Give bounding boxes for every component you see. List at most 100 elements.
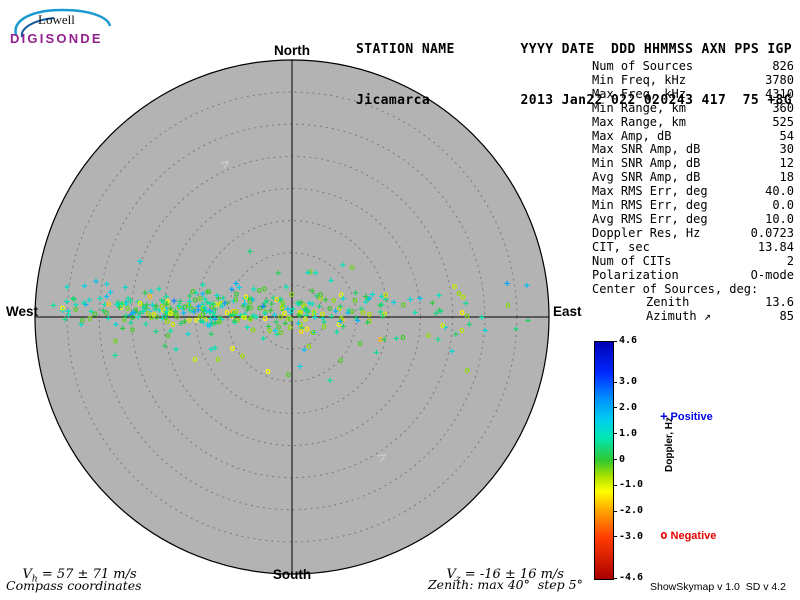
source-point: o	[338, 291, 343, 301]
source-point: o	[165, 297, 170, 307]
source-point: +	[222, 298, 228, 309]
source-point: o	[257, 286, 262, 296]
source-point: +	[198, 316, 204, 327]
source-point: o	[349, 263, 354, 273]
source-point: +	[146, 307, 152, 318]
source-point: o	[133, 305, 138, 315]
source-point: +	[171, 296, 177, 307]
source-point: +	[282, 319, 288, 330]
coordinate-system-note: Compass coordinates	[6, 578, 142, 593]
source-point: o	[233, 295, 238, 305]
source-point: o	[352, 296, 357, 306]
source-point: +	[296, 299, 302, 310]
source-point: +	[366, 294, 372, 305]
source-point: +	[181, 316, 187, 327]
source-point: +	[230, 310, 236, 321]
source-point: +	[214, 291, 220, 302]
source-point: +	[337, 302, 343, 313]
source-point: +	[305, 267, 311, 278]
source-point: o	[338, 314, 343, 324]
source-point: +	[217, 312, 223, 323]
source-point: +	[268, 305, 274, 316]
source-point: +	[130, 308, 136, 319]
source-point: o	[137, 299, 142, 309]
source-point: o	[230, 307, 235, 317]
source-point: +	[379, 292, 385, 303]
source-point: o	[452, 282, 457, 292]
source-point: +	[301, 305, 307, 316]
source-point: +	[247, 247, 253, 258]
source-point: +	[436, 305, 442, 316]
source-point: o	[213, 300, 218, 310]
source-point: o	[217, 317, 222, 327]
source-point: +	[181, 308, 187, 319]
source-point: +	[309, 299, 315, 310]
stat-row: Max Freq, kHz 4310	[592, 87, 794, 102]
source-point: +	[141, 303, 147, 314]
source-point: +	[120, 323, 126, 334]
source-point: +	[164, 307, 170, 318]
colorbar-tick-label: -4.6	[619, 572, 644, 583]
source-point: +	[297, 311, 303, 322]
source-point: +	[231, 296, 237, 307]
source-point: +	[305, 305, 311, 316]
source-point: +	[264, 296, 270, 307]
source-point: +	[436, 290, 442, 301]
source-point: +	[212, 315, 218, 326]
source-point: o	[262, 285, 267, 295]
source-point: o	[459, 326, 464, 336]
source-point: +	[482, 326, 488, 337]
source-point: +	[195, 305, 201, 316]
source-point: +	[380, 311, 386, 322]
source-point: +	[64, 282, 70, 293]
source-point: +	[340, 294, 346, 305]
source-point: o	[338, 356, 343, 366]
source-point: +	[328, 276, 334, 287]
source-point: +	[83, 299, 89, 310]
logo-digisonde-text: DIGISONDE	[10, 31, 103, 46]
source-point: +	[148, 286, 154, 297]
source-point: +	[143, 319, 149, 330]
logo-lowell-text: Lowell	[38, 12, 75, 27]
colorbar-tick-mark	[613, 484, 617, 486]
source-point: +	[122, 283, 128, 294]
compass-label-south: South	[272, 567, 312, 582]
source-point: o	[209, 302, 214, 312]
vertical-velocity-text: Vz = -16 ± 16 m/s	[430, 552, 564, 600]
source-point: +	[191, 307, 197, 318]
source-point: +	[504, 279, 510, 290]
source-point: o	[186, 300, 191, 310]
source-point: +	[247, 314, 253, 325]
source-point: +	[334, 327, 340, 338]
source-point: +	[204, 297, 210, 308]
source-point: +	[340, 260, 346, 271]
source-point: +	[65, 310, 71, 321]
source-point: +	[207, 306, 213, 317]
source-point: +	[224, 298, 230, 309]
source-point: o	[170, 320, 175, 330]
source-point: o	[120, 299, 125, 309]
source-point: +	[320, 313, 326, 324]
source-point: +	[201, 304, 207, 315]
source-point: +	[160, 297, 166, 308]
header-field-values: Jicamarca 2013 Jan22 022 020243 417 75 +…	[356, 93, 793, 108]
colorbar-tick-label: 2.0	[619, 401, 638, 413]
source-point: +	[260, 334, 266, 345]
source-point: o	[149, 313, 154, 323]
source-point: o	[242, 313, 247, 323]
source-point: o	[318, 290, 323, 300]
stat-row: Min Freq, kHz 3780	[592, 73, 794, 88]
source-point: o	[147, 292, 152, 302]
source-point: o	[331, 296, 336, 306]
stat-label: Center of Sources, deg:	[592, 281, 759, 296]
stat-label: Min SNR Amp, dB	[592, 156, 701, 171]
source-point: +	[313, 268, 319, 279]
stat-value: 525	[772, 114, 794, 129]
stat-value: 12	[779, 156, 794, 171]
source-point: +	[212, 343, 218, 354]
source-point: o	[200, 304, 205, 314]
source-point: o	[265, 367, 270, 377]
source-point: o	[130, 325, 135, 335]
source-point: +	[438, 307, 444, 318]
source-point: o	[250, 326, 255, 336]
